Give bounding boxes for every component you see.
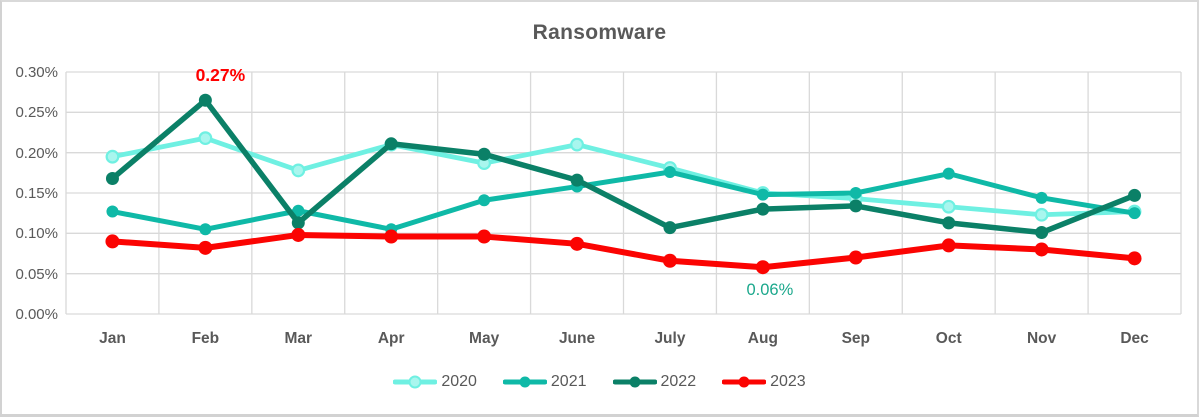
- data-point-2022-July: [663, 221, 677, 235]
- y-axis-label: 0.00%: [15, 306, 58, 323]
- data-point-2023-Feb: [198, 240, 213, 255]
- data-point-2023-Mar: [291, 227, 306, 242]
- data-point-2023-Sep: [848, 250, 863, 265]
- x-axis-label-Nov: Nov: [1026, 330, 1057, 347]
- legend-marker-icon: [612, 376, 657, 388]
- data-point-2020-Feb: [198, 131, 213, 146]
- x-axis-label-Oct: Oct: [935, 330, 962, 347]
- series-2022-line: [109, 97, 1138, 236]
- x-axis-label-Feb: Feb: [191, 330, 220, 347]
- x-axis-label-Aug: Aug: [747, 330, 778, 347]
- data-point-2023-Oct: [941, 238, 956, 253]
- data-point-2022-Apr: [384, 137, 398, 151]
- y-axis-label: 0.05%: [15, 265, 58, 283]
- data-point-2023-May: [477, 229, 492, 244]
- data-point-2020-Oct: [941, 199, 956, 214]
- data-point-2022-Jan: [105, 171, 119, 185]
- x-axis-label-Jan: Jan: [99, 330, 126, 347]
- y-axis-label: 0.20%: [15, 144, 58, 162]
- data-point-2021-Mar: [292, 204, 305, 217]
- legend-label: 2020: [441, 373, 477, 390]
- annotation-0.27pct: 0.27%: [195, 65, 246, 86]
- legend-item-2021[interactable]: 2021: [502, 373, 587, 391]
- data-point-2021-May: [478, 194, 491, 207]
- y-axis-label: 0.10%: [15, 225, 58, 243]
- data-point-2021-Feb: [199, 223, 212, 236]
- data-point-2021-July: [663, 166, 676, 179]
- legend-label: 2023: [770, 373, 806, 390]
- data-point-2021-Nov: [1035, 191, 1048, 204]
- data-point-2021-Dec: [1128, 207, 1141, 220]
- data-point-2022-Aug: [756, 202, 770, 216]
- data-point-2021-Aug: [756, 188, 769, 201]
- data-point-2021-Sep: [849, 187, 862, 199]
- data-point-2021-Jan: [106, 205, 119, 218]
- legend-item-2020[interactable]: 2020: [393, 373, 477, 391]
- data-point-2022-Oct: [942, 216, 956, 230]
- data-point-2022-Sep: [849, 199, 863, 213]
- legend-marker-icon: [393, 375, 438, 389]
- data-point-2022-Nov: [1035, 226, 1049, 240]
- data-point-2022-Dec: [1128, 188, 1142, 202]
- y-axis-label: 0.30%: [15, 64, 58, 81]
- data-point-2022-Feb: [198, 93, 212, 107]
- y-axis-label: 0.25%: [15, 104, 58, 122]
- data-point-2022-Mar: [291, 216, 305, 230]
- data-point-2023-Nov: [1034, 242, 1049, 257]
- data-point-2022-May: [477, 147, 491, 161]
- series-2023-line: [109, 231, 1138, 271]
- x-axis-label-May: May: [469, 330, 500, 347]
- x-axis-label-Mar: Mar: [284, 330, 313, 347]
- data-point-2022-June: [570, 173, 584, 187]
- legend-marker-icon: [722, 376, 767, 388]
- data-point-2023-Aug: [755, 260, 770, 275]
- annotation-0.06pct: 0.06%: [746, 281, 794, 300]
- data-point-2020-Jan: [105, 149, 120, 164]
- x-axis-label-July: July: [654, 330, 686, 347]
- data-point-2020-Mar: [291, 163, 306, 178]
- chart-title: Ransomware: [532, 21, 667, 44]
- data-point-2023-July: [662, 253, 677, 268]
- data-point-2021-Oct: [942, 167, 955, 180]
- legend-item-2022[interactable]: 2022: [612, 373, 697, 391]
- series-2021-line: [109, 169, 1138, 232]
- legend: 2020 2021 2022 2023: [2, 373, 1197, 391]
- legend-label: 2021: [550, 373, 587, 390]
- legend-marker-icon: [502, 376, 547, 388]
- data-point-2020-June: [570, 137, 584, 152]
- data-point-2023-June: [570, 236, 585, 251]
- series-2020-line: [110, 135, 1137, 218]
- data-point-2020-Nov: [1034, 207, 1049, 222]
- data-point-2023-Apr: [384, 229, 399, 244]
- x-axis-label-Apr: Apr: [377, 330, 405, 347]
- x-axis-label-June: June: [558, 330, 596, 347]
- data-point-2023-Jan: [105, 234, 120, 249]
- x-axis-label-Sep: Sep: [841, 330, 870, 347]
- data-point-2023-Dec: [1127, 251, 1142, 266]
- x-axis-label-Dec: Dec: [1120, 330, 1149, 347]
- y-axis-label: 0.15%: [15, 185, 58, 202]
- legend-label: 2022: [660, 373, 697, 390]
- legend-item-2023[interactable]: 2023: [722, 373, 806, 391]
